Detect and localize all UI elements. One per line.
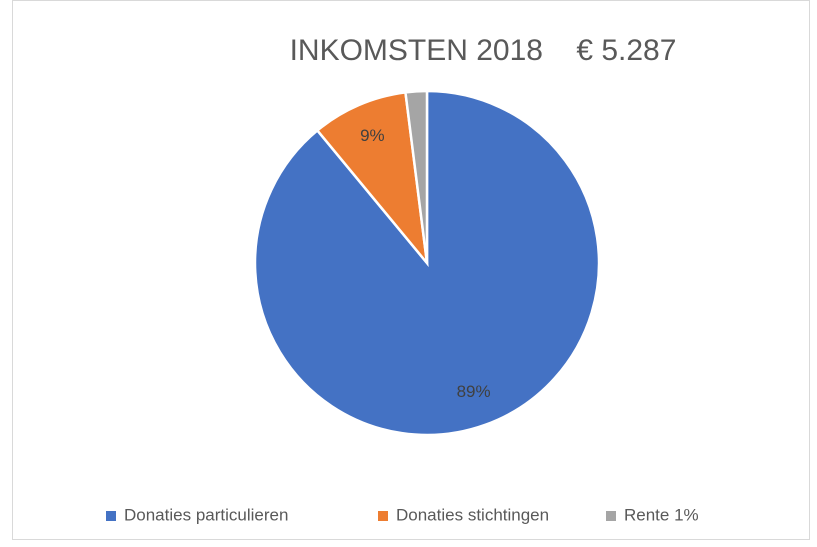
pie-slice [315, 90, 429, 268]
chart-title: INKOMSTEN 2018 € 5.287 [290, 34, 677, 67]
pie-slice [404, 89, 429, 264]
legend-label: Donaties stichtingen [396, 505, 549, 524]
legend-swatch [606, 511, 616, 521]
legend-swatch [106, 511, 116, 521]
data-label: 9% [360, 126, 385, 145]
legend-label: Donaties particulieren [124, 505, 288, 524]
data-label: 89% [457, 382, 491, 401]
legend-label: Rente 1% [624, 505, 699, 524]
legend-swatch [378, 511, 388, 521]
